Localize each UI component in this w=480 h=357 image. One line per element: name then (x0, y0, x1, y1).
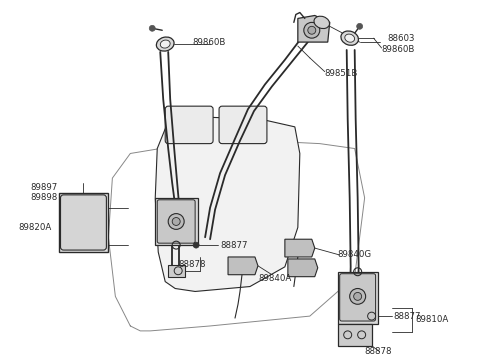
Ellipse shape (341, 31, 359, 45)
Text: 89860B: 89860B (382, 45, 415, 55)
FancyBboxPatch shape (157, 200, 195, 243)
FancyBboxPatch shape (60, 195, 107, 250)
Text: 89897
89898: 89897 89898 (31, 183, 58, 202)
Text: 89810A: 89810A (416, 315, 449, 323)
Polygon shape (155, 117, 300, 291)
Circle shape (357, 23, 363, 29)
Polygon shape (59, 193, 108, 252)
FancyBboxPatch shape (219, 106, 267, 144)
Ellipse shape (314, 16, 330, 29)
Circle shape (193, 242, 199, 248)
Polygon shape (338, 272, 378, 324)
Text: 88877: 88877 (220, 241, 248, 250)
Polygon shape (168, 265, 185, 277)
Polygon shape (155, 198, 198, 245)
FancyBboxPatch shape (165, 106, 213, 144)
Text: 89840G: 89840G (338, 251, 372, 260)
Circle shape (168, 213, 184, 229)
Text: 89860B: 89860B (192, 37, 226, 47)
Circle shape (350, 288, 366, 304)
Ellipse shape (345, 34, 355, 42)
Circle shape (304, 22, 320, 38)
Text: 88603: 88603 (387, 34, 415, 42)
Polygon shape (298, 15, 330, 42)
Text: 89820A: 89820A (19, 223, 52, 232)
Text: 89840A: 89840A (258, 274, 291, 283)
Polygon shape (338, 324, 372, 346)
FancyBboxPatch shape (340, 274, 376, 321)
Text: 89851B: 89851B (325, 69, 358, 78)
Polygon shape (228, 257, 258, 275)
Text: 88878: 88878 (365, 347, 392, 356)
Polygon shape (288, 259, 318, 277)
Circle shape (172, 217, 180, 225)
Polygon shape (285, 239, 315, 257)
Text: 88877: 88877 (394, 312, 421, 321)
Ellipse shape (156, 37, 174, 51)
Text: 88878: 88878 (178, 260, 205, 269)
Ellipse shape (160, 40, 170, 48)
Circle shape (308, 26, 316, 34)
Circle shape (149, 25, 155, 31)
Circle shape (354, 292, 361, 300)
